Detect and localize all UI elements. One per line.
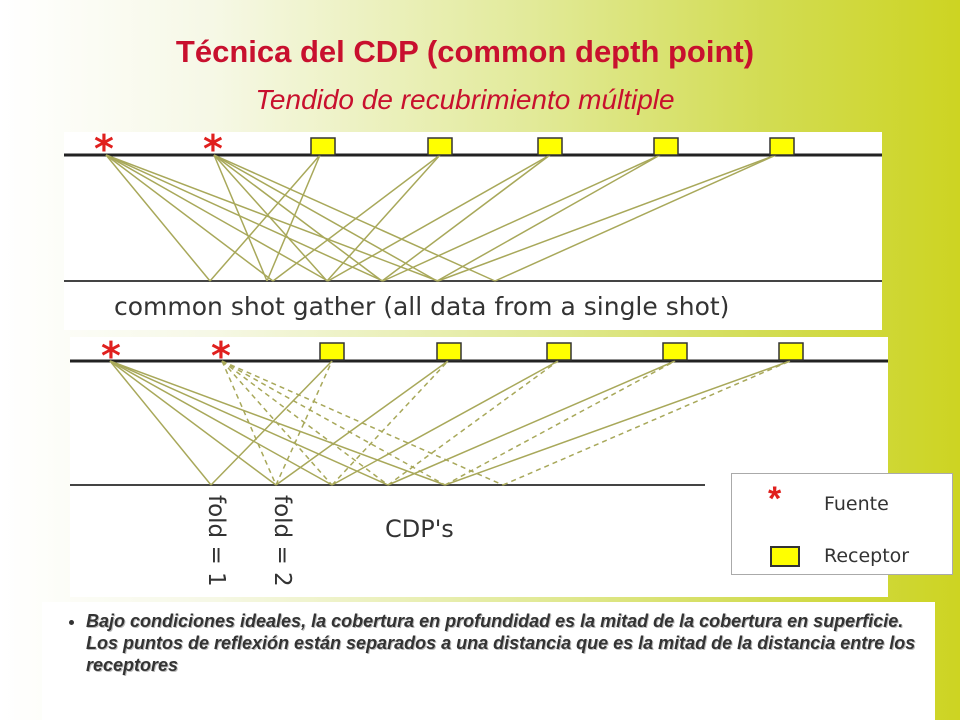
receiver-5	[769, 137, 795, 156]
shot-gather-caption: common shot gather (all data from a sing…	[114, 292, 730, 321]
receiver-4	[662, 342, 688, 361]
receiver-1	[319, 342, 345, 361]
legend: * Fuente Receptor	[731, 473, 953, 575]
source-star-2: *	[211, 337, 231, 378]
receiver-5	[778, 342, 804, 361]
receiver-2	[436, 342, 462, 361]
receiver-3	[546, 342, 572, 361]
source-star-2: *	[203, 132, 223, 171]
source-star-1: *	[101, 337, 121, 378]
slide-title: Técnica del CDP (common depth point)	[175, 34, 755, 69]
fold-1-label: fold = 1	[203, 495, 229, 587]
slide-subtitle: Tendido de recubrimiento múltiple	[255, 84, 675, 115]
receiver-box-icon	[770, 546, 800, 567]
shot-gather-diagram: * * common shot gather (all data from a …	[64, 132, 882, 330]
receiver-1	[310, 137, 336, 156]
receivers	[310, 137, 795, 156]
receiver-4	[653, 137, 679, 156]
shot-gather-svg: * *	[64, 132, 882, 282]
receiver-2	[427, 137, 453, 156]
fold-2-label: fold = 2	[269, 495, 295, 587]
receiver-3	[537, 137, 563, 156]
legend-source-label: Fuente	[824, 493, 889, 515]
explanation-box: Bajo condiciones ideales, la cobertura e…	[42, 602, 935, 720]
legend-receiver-label: Receptor	[824, 545, 910, 567]
cdp-caption: CDP's	[385, 515, 454, 543]
cdp-svg: * *	[70, 337, 888, 486]
source-star-icon: *	[768, 480, 782, 518]
ray-paths	[105, 154, 777, 282]
bullet-item: Bajo condiciones ideales, la cobertura e…	[86, 610, 935, 676]
source-star-1: *	[94, 132, 114, 171]
receivers	[319, 342, 804, 361]
solid-ray-paths	[109, 360, 791, 486]
dashed-ray-paths	[221, 360, 791, 486]
bullet-list: Bajo condiciones ideales, la cobertura e…	[42, 610, 935, 676]
